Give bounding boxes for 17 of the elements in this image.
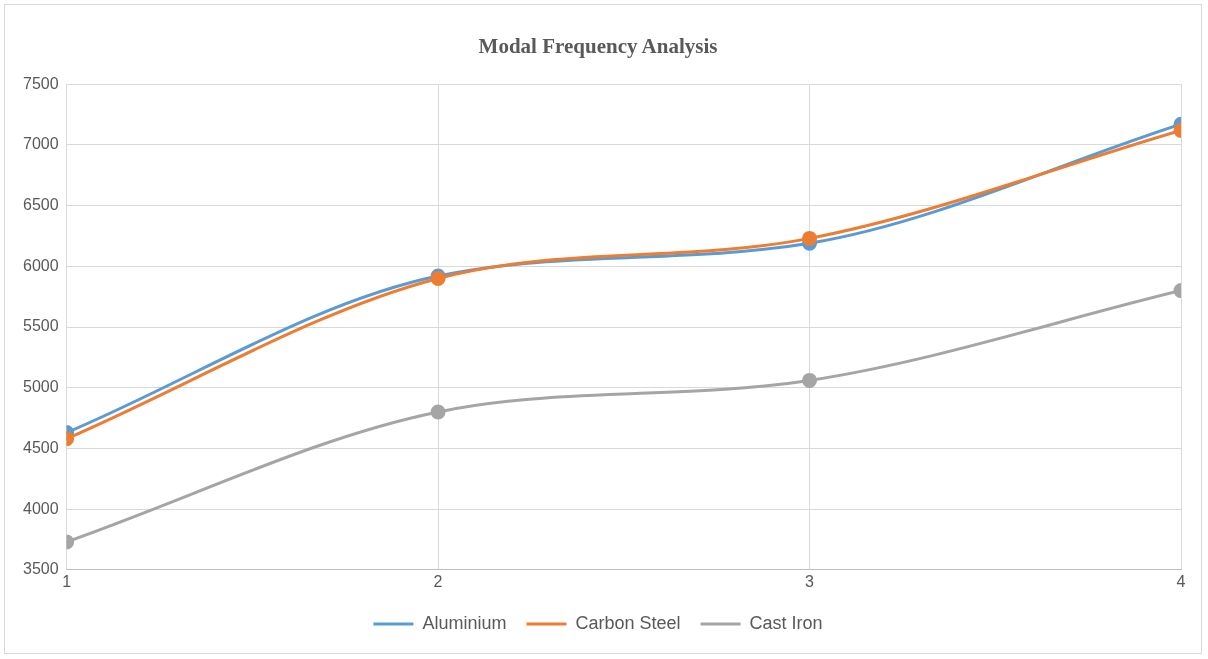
x-tick-label: 3 bbox=[805, 572, 815, 590]
legend-label: Aluminium bbox=[422, 612, 507, 633]
y-tick-label: 4000 bbox=[23, 499, 59, 517]
y-tick-label: 3500 bbox=[23, 560, 59, 578]
x-tick-label: 2 bbox=[433, 572, 443, 590]
chart-title: Modal Frequency Analysis bbox=[478, 34, 718, 59]
y-tick-label: 7000 bbox=[23, 135, 59, 153]
legend-label: Cast Iron bbox=[749, 612, 823, 633]
y-tick-label: 6000 bbox=[23, 256, 59, 274]
x-tick-label: 4 bbox=[1176, 572, 1186, 590]
y-tick-label: 5000 bbox=[23, 378, 59, 396]
y-tick-label: 5500 bbox=[23, 317, 59, 335]
y-tick-label: 4500 bbox=[23, 438, 59, 456]
legend-label: Carbon Steel bbox=[575, 612, 681, 633]
y-tick-label: 6500 bbox=[23, 196, 59, 214]
x-tick-label: 1 bbox=[62, 572, 72, 590]
y-tick-label: 7500 bbox=[23, 74, 59, 92]
